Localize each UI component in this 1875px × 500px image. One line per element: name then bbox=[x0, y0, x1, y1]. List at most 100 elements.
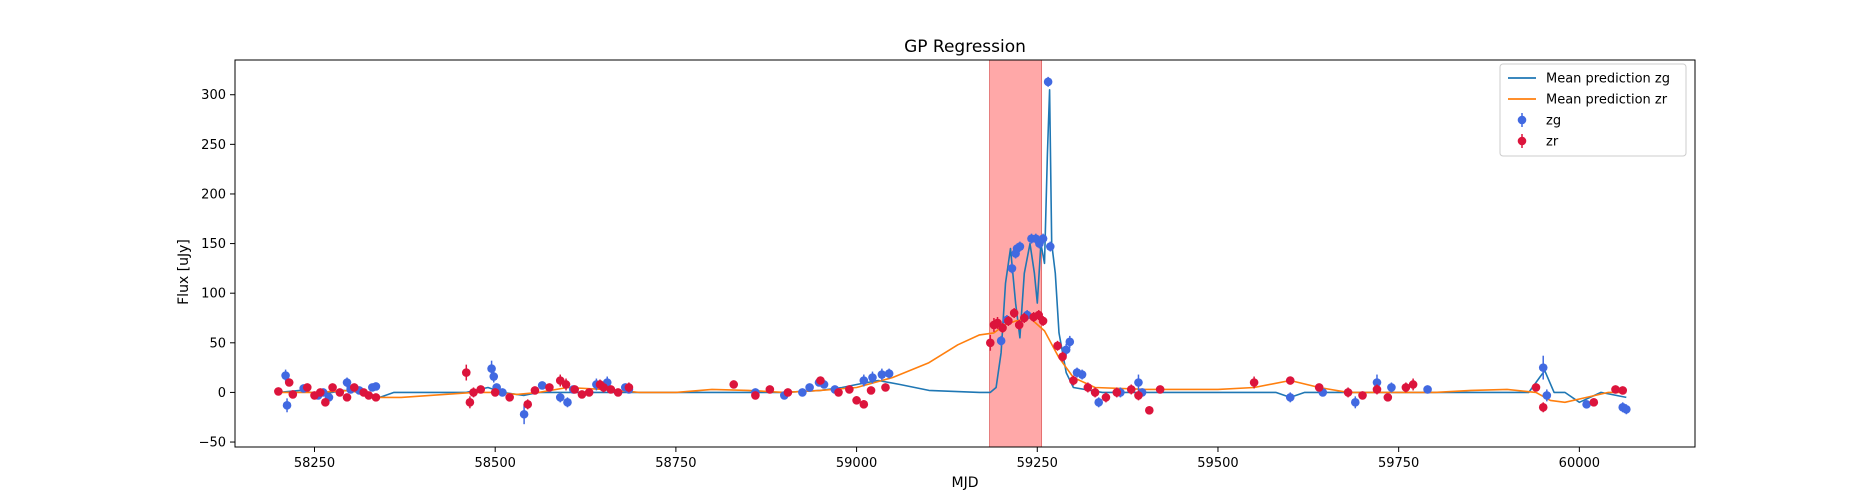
data-point-zg bbox=[1423, 385, 1432, 394]
data-point-zr bbox=[1112, 388, 1122, 397]
data-point-zr bbox=[315, 388, 325, 397]
data-point-zr bbox=[1618, 386, 1628, 395]
data-point-zg bbox=[342, 378, 352, 387]
data-point-zg bbox=[1134, 378, 1143, 387]
data-point-zg bbox=[1077, 370, 1087, 379]
data-point-zg bbox=[1065, 337, 1075, 347]
data-point-zg bbox=[1015, 242, 1025, 251]
data-point-zr bbox=[765, 385, 775, 394]
data-point-zr bbox=[1004, 316, 1013, 326]
data-point-zg bbox=[1007, 264, 1017, 273]
data-point-zr bbox=[364, 391, 374, 400]
data-point-zr bbox=[1058, 352, 1067, 362]
data-point-zr bbox=[751, 391, 760, 400]
data-point-zr bbox=[1090, 388, 1100, 397]
data-point-zr bbox=[1401, 383, 1411, 392]
data-point-zr bbox=[1155, 385, 1165, 394]
data-point-zr bbox=[1034, 310, 1044, 320]
x-tick-label: 58750 bbox=[655, 456, 696, 471]
data-point-zg bbox=[371, 382, 381, 391]
data-point-zg bbox=[537, 381, 547, 390]
data-point-zr bbox=[342, 393, 352, 402]
data-point-zr bbox=[881, 383, 890, 392]
data-point-zr bbox=[1538, 403, 1548, 412]
data-point-zg bbox=[563, 398, 572, 407]
data-point-zr bbox=[852, 396, 861, 405]
y-tick-label: 250 bbox=[201, 138, 226, 153]
data-point-zg bbox=[1538, 363, 1548, 372]
data-point-zr bbox=[349, 383, 359, 392]
data-point-zg bbox=[1043, 77, 1053, 87]
data-point-zr bbox=[606, 385, 616, 394]
data-point-zr bbox=[1069, 376, 1078, 385]
y-axis-label: Flux [uJy] bbox=[176, 239, 192, 305]
data-point-zr bbox=[1314, 383, 1324, 392]
data-point-zr bbox=[1249, 378, 1259, 387]
data-point-zr bbox=[1014, 320, 1024, 330]
data-point-zg bbox=[798, 388, 807, 397]
x-tick-label: 59500 bbox=[1197, 456, 1238, 471]
data-point-zg bbox=[1542, 391, 1552, 400]
data-point-zr bbox=[1101, 393, 1111, 402]
data-point-zr bbox=[1372, 385, 1382, 394]
data-point-zg bbox=[1582, 400, 1591, 409]
x-tick-label: 58500 bbox=[475, 456, 516, 471]
y-tick-label: 0 bbox=[218, 386, 226, 401]
data-point-zg bbox=[1387, 383, 1396, 392]
legend-label: Mean prediction zr bbox=[1546, 93, 1668, 108]
data-point-zr bbox=[1134, 391, 1143, 400]
data-point-zg bbox=[282, 401, 292, 410]
data-point-zr bbox=[1531, 383, 1541, 392]
data-point-zr bbox=[469, 388, 478, 397]
chart-title: GP Regression bbox=[904, 37, 1026, 57]
x-tick-label: 58250 bbox=[294, 456, 335, 471]
data-point-zr bbox=[998, 323, 1007, 333]
data-point-zr bbox=[1019, 313, 1029, 323]
data-point-zr bbox=[476, 385, 486, 394]
data-point-zr bbox=[866, 386, 876, 395]
data-point-zr bbox=[783, 388, 793, 397]
data-point-zr bbox=[985, 338, 995, 348]
legend-point-marker bbox=[1517, 136, 1527, 146]
legend-label: zr bbox=[1546, 135, 1559, 150]
data-point-zr bbox=[1285, 376, 1295, 385]
data-point-zr bbox=[321, 398, 330, 407]
data-point-zg bbox=[555, 393, 565, 402]
data-point-zr bbox=[1611, 385, 1620, 394]
data-point-zr bbox=[545, 383, 554, 392]
data-point-zr bbox=[577, 390, 587, 399]
data-point-zr bbox=[284, 378, 294, 387]
data-point-zg bbox=[519, 409, 529, 419]
data-point-zr bbox=[1083, 383, 1093, 392]
data-point-zr bbox=[570, 385, 580, 394]
data-point-zr bbox=[465, 398, 475, 407]
data-point-zg bbox=[1061, 345, 1071, 355]
data-point-zg bbox=[1350, 398, 1360, 407]
data-point-zg bbox=[489, 372, 499, 381]
y-tick-label: 300 bbox=[201, 88, 226, 103]
data-point-zr bbox=[328, 383, 337, 392]
data-point-zr bbox=[816, 376, 825, 385]
data-point-zr bbox=[505, 393, 514, 402]
y-tick-label: 50 bbox=[209, 336, 226, 351]
data-point-zr bbox=[530, 386, 540, 395]
data-point-zg bbox=[805, 383, 814, 392]
legend: Mean prediction zg Mean prediction zr zg zr bbox=[1499, 63, 1687, 157]
data-point-zg bbox=[859, 376, 869, 385]
y-tick-label: 100 bbox=[201, 287, 226, 302]
x-tick-label: 60000 bbox=[1559, 456, 1600, 471]
data-point-zr bbox=[729, 380, 739, 389]
data-point-zg bbox=[884, 369, 894, 378]
data-point-zr bbox=[859, 400, 869, 409]
legend-label: Mean prediction zg bbox=[1546, 72, 1670, 87]
data-point-zr bbox=[1589, 398, 1599, 407]
data-point-zg bbox=[1045, 242, 1055, 251]
y-tick-label: 150 bbox=[201, 237, 226, 252]
data-point-zr bbox=[335, 388, 345, 397]
data-point-zg bbox=[498, 388, 507, 397]
data-point-zr bbox=[1408, 380, 1418, 389]
legend-box bbox=[1499, 63, 1687, 157]
data-point-zr bbox=[1053, 341, 1062, 351]
data-point-zr bbox=[845, 385, 854, 394]
